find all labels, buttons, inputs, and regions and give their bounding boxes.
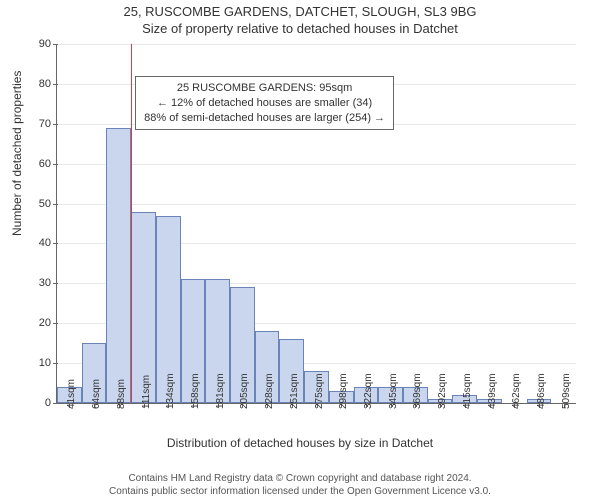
x-tick-label: 251sqm — [289, 373, 300, 409]
x-tick-label: 392sqm — [437, 373, 448, 409]
plot-area: 010203040506070809041sqm64sqm88sqm111sqm… — [56, 44, 576, 404]
y-tick-label: 10 — [39, 357, 57, 369]
x-tick-label: 462sqm — [511, 373, 522, 409]
y-tick-label: 30 — [39, 277, 57, 289]
y-tick-label: 40 — [39, 237, 57, 249]
y-tick-label: 90 — [39, 38, 57, 50]
gridline — [57, 44, 576, 45]
footer: Contains HM Land Registry data © Crown c… — [0, 473, 600, 498]
footer-line-2: Contains public sector information licen… — [0, 486, 600, 499]
chart-titles: 25, RUSCOMBE GARDENS, DATCHET, SLOUGH, S… — [0, 4, 600, 36]
footer-line-1: Contains HM Land Registry data © Crown c… — [0, 473, 600, 486]
title-main: 25, RUSCOMBE GARDENS, DATCHET, SLOUGH, S… — [0, 4, 600, 19]
x-tick-label: 88sqm — [116, 379, 127, 409]
x-tick-label: 439sqm — [487, 373, 498, 409]
x-tick-label: 486sqm — [536, 373, 547, 409]
chart-area: Number of detached properties 0102030405… — [0, 36, 600, 450]
x-axis-label: Distribution of detached houses by size … — [0, 436, 600, 450]
title-sub: Size of property relative to detached ho… — [0, 21, 600, 36]
x-tick-label: 64sqm — [91, 379, 102, 409]
callout-line-2: ← 12% of detached houses are smaller (34… — [144, 96, 385, 111]
x-tick-label: 275sqm — [314, 373, 325, 409]
callout-line-3: 88% of semi-detached houses are larger (… — [144, 111, 385, 126]
x-tick-label: 134sqm — [165, 373, 176, 409]
gridline — [57, 204, 576, 205]
x-tick-label: 205sqm — [239, 373, 250, 409]
x-tick-label: 322sqm — [363, 373, 374, 409]
callout-box: 25 RUSCOMBE GARDENS: 95sqm ← 12% of deta… — [135, 76, 394, 131]
y-axis-label: Number of detached properties — [10, 71, 24, 236]
x-tick-label: 415sqm — [462, 373, 473, 409]
x-tick-label: 181sqm — [215, 373, 226, 409]
y-tick-label: 70 — [39, 118, 57, 130]
x-tick-label: 41sqm — [66, 379, 77, 409]
marker-line — [131, 44, 132, 403]
x-tick-label: 345sqm — [388, 373, 399, 409]
y-tick-label: 0 — [45, 397, 57, 409]
y-tick-label: 20 — [39, 317, 57, 329]
x-tick-label: 369sqm — [412, 373, 423, 409]
x-tick-label: 158sqm — [190, 373, 201, 409]
histogram-bar — [106, 128, 131, 403]
callout-line-1: 25 RUSCOMBE GARDENS: 95sqm — [144, 81, 385, 96]
gridline — [57, 164, 576, 165]
y-tick-label: 80 — [39, 78, 57, 90]
y-tick-label: 60 — [39, 158, 57, 170]
x-tick-label: 111sqm — [141, 375, 152, 409]
y-tick-label: 50 — [39, 198, 57, 210]
x-tick-label: 509sqm — [561, 373, 572, 409]
x-tick-label: 228sqm — [264, 373, 275, 409]
x-tick-label: 298sqm — [338, 373, 349, 409]
